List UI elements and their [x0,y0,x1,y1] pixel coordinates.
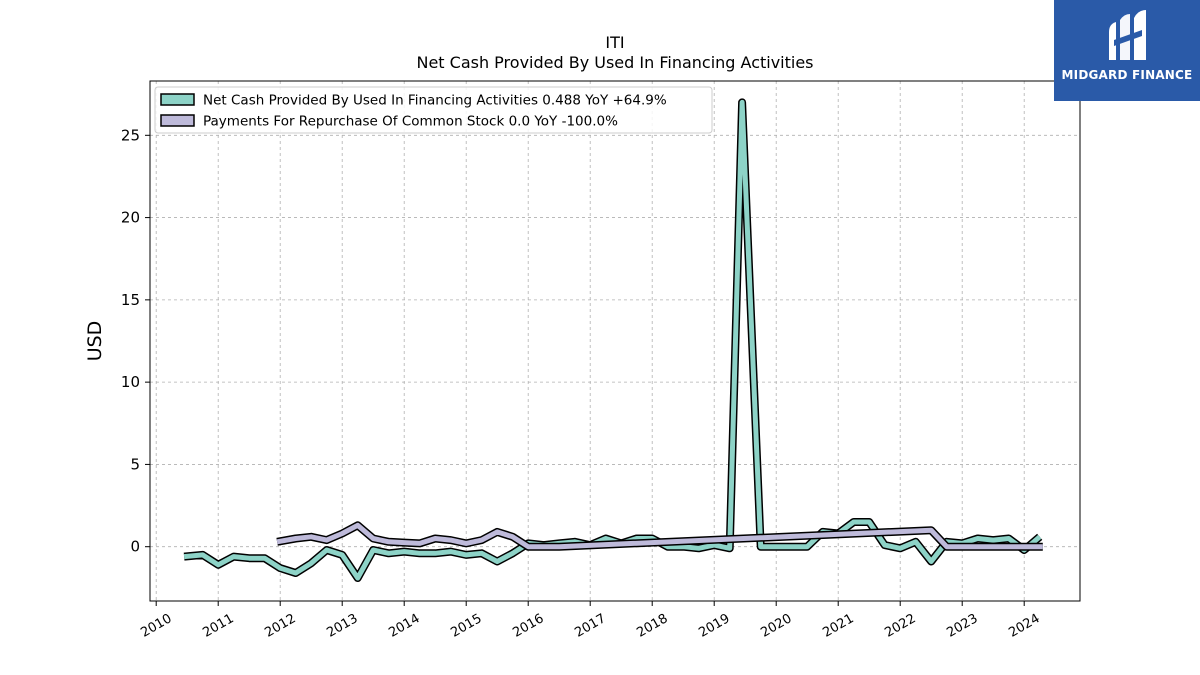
y-tick-label: 20 [121,209,140,227]
legend-swatch-repurchase [160,114,195,127]
x-tick-label: 2020 [758,611,794,641]
x-tick-label: 2021 [820,611,856,641]
legend-box [154,86,713,134]
series-line-repurchase [276,522,1043,550]
chart-subtitle: Net Cash Provided By Used In Financing A… [416,53,813,72]
grid [150,81,1080,601]
series-outline-net-cash [183,98,1043,582]
y-tick-label: 15 [121,291,140,309]
y-tick-label: 25 [121,126,140,144]
x-tick-label: 2018 [634,611,670,641]
x-tick-label: 2017 [572,611,608,641]
y-axis-label: USD [84,321,106,362]
y-tick-label: 5 [130,455,140,473]
y-tick-label: 10 [121,373,140,391]
legend-label-net-cash: Net Cash Provided By Used In Financing A… [203,93,667,109]
x-tick-label: 2011 [200,611,236,641]
legend: Net Cash Provided By Used In Financing A… [154,86,713,134]
x-tick-label: 2012 [262,611,298,641]
x-tick-label: 2015 [448,611,484,641]
legend-swatch-net-cash [160,93,195,106]
x-tick-label: 2016 [510,611,546,641]
brand-logo: MIDGARD FINANCE [1054,0,1200,101]
axis-ticks: 0 5 10 15 20 25 2010 2011 2012 2013 2014 2015 2016 20… [121,126,1043,640]
brand-name: MIDGARD FINANCE [1061,68,1193,82]
chart-title: ITI [605,33,624,52]
series-line-net-cash [183,99,1042,581]
x-tick-label: 2024 [1006,611,1042,641]
x-tick-label: 2013 [324,611,360,641]
series-layer [183,98,1043,582]
x-tick-label: 2010 [138,611,174,641]
x-tick-label: 2022 [882,611,918,641]
plot-frame [149,80,1081,602]
midgard-logo-icon [1109,10,1146,60]
y-tick-label: 0 [130,538,140,556]
x-tick-label: 2014 [386,611,422,641]
legend-label-repurchase: Payments For Repurchase Of Common Stock … [203,114,618,130]
x-tick-label: 2019 [696,611,732,641]
x-tick-label: 2023 [944,611,980,641]
